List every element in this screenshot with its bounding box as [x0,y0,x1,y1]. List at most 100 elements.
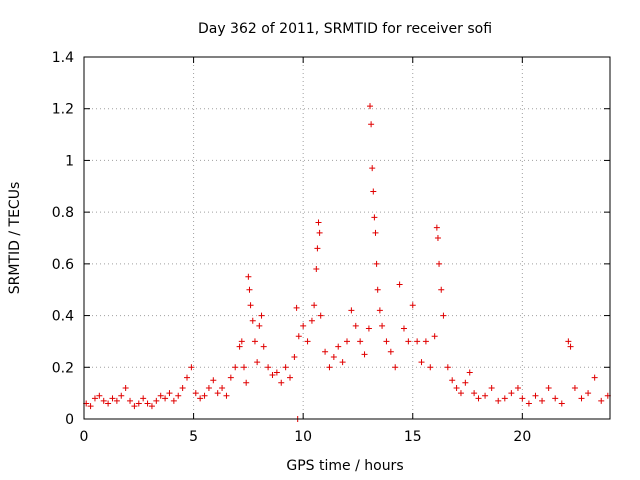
data-point [539,397,546,404]
data-point [370,188,377,195]
data-point [433,224,440,231]
data-point [238,338,245,345]
data-point [109,395,116,402]
data-point [144,400,151,407]
data-point [508,390,515,397]
data-point [258,312,265,319]
data-point [400,325,407,332]
y-tick-label: 0 [65,412,74,428]
data-point [326,364,333,371]
data-point [552,395,559,402]
data-point [488,384,495,391]
data-point [438,286,445,293]
data-point [282,364,289,371]
data-point [148,403,155,410]
data-point [532,392,539,399]
data-point [293,304,300,311]
data-point [571,384,578,391]
data-point [418,359,425,366]
y-tick-label: 0.8 [52,205,74,221]
y-axis-label: SRMTID / TECUs [7,182,23,295]
grid-lines [84,57,610,419]
data-point [179,384,186,391]
y-tick-label: 0.2 [52,360,74,376]
data-point [96,392,103,399]
data-point [373,260,380,267]
data-point [567,343,574,350]
data-point [585,390,592,397]
data-point [243,379,250,386]
data-point [322,348,329,355]
data-point [369,165,376,172]
data-point [339,359,346,366]
data-point [462,379,469,386]
data-point [444,364,451,371]
data-point [313,266,320,273]
data-point [175,392,182,399]
data-point [598,397,605,404]
data-point [278,379,285,386]
y-tick-label: 0.6 [52,257,74,273]
data-point [475,395,482,402]
data-point [247,302,254,309]
x-tick-label: 0 [80,429,89,445]
data-point [368,121,375,128]
data-point [365,325,372,332]
x-tick-label: 5 [189,429,198,445]
data-point [383,338,390,345]
data-point [565,338,572,345]
data-point [335,343,342,350]
data-point [311,302,318,309]
data-point [210,377,217,384]
chart-title: Day 362 of 2011, SRMTID for receiver sof… [198,21,492,37]
data-point [409,302,416,309]
data-point [367,103,374,110]
data-point [578,395,585,402]
data-point [440,312,447,319]
data-point [525,400,532,407]
data-point [227,374,234,381]
data-point [434,235,441,241]
data-point [246,286,253,293]
data-point [495,397,502,404]
data-point [135,400,142,407]
data-point [414,338,421,345]
x-tick-label: 10 [294,429,312,445]
y-tick-label: 0.4 [52,309,74,325]
data-marks [83,103,611,422]
data-point [240,364,247,371]
data-point [192,390,199,397]
data-point [249,317,256,324]
data-point [265,364,272,371]
data-point [219,384,226,391]
data-point [545,384,552,391]
data-point [260,343,267,350]
data-point [223,392,230,399]
data-point [519,395,526,402]
data-point [232,364,239,371]
data-point [162,395,169,402]
data-point [330,353,337,360]
data-point [113,397,120,404]
data-point [245,273,252,280]
data-point [371,214,378,221]
data-point [471,390,478,397]
data-point [254,359,261,366]
data-point [304,338,311,345]
data-point [449,377,456,384]
data-point [376,307,383,314]
data-point [591,374,598,381]
data-point [422,338,429,345]
data-point [188,364,195,371]
data-point [431,333,438,340]
axis-ticks: 0 5 10 15 20 0 0.2 0.4 0.6 0.8 1 1.2 1.4 [52,50,610,445]
data-point [251,338,258,345]
data-point [372,229,379,236]
data-point [236,343,243,350]
data-point [118,392,125,399]
data-point [374,286,381,293]
data-point [308,317,315,324]
data-point [344,338,350,345]
data-point [287,374,294,381]
